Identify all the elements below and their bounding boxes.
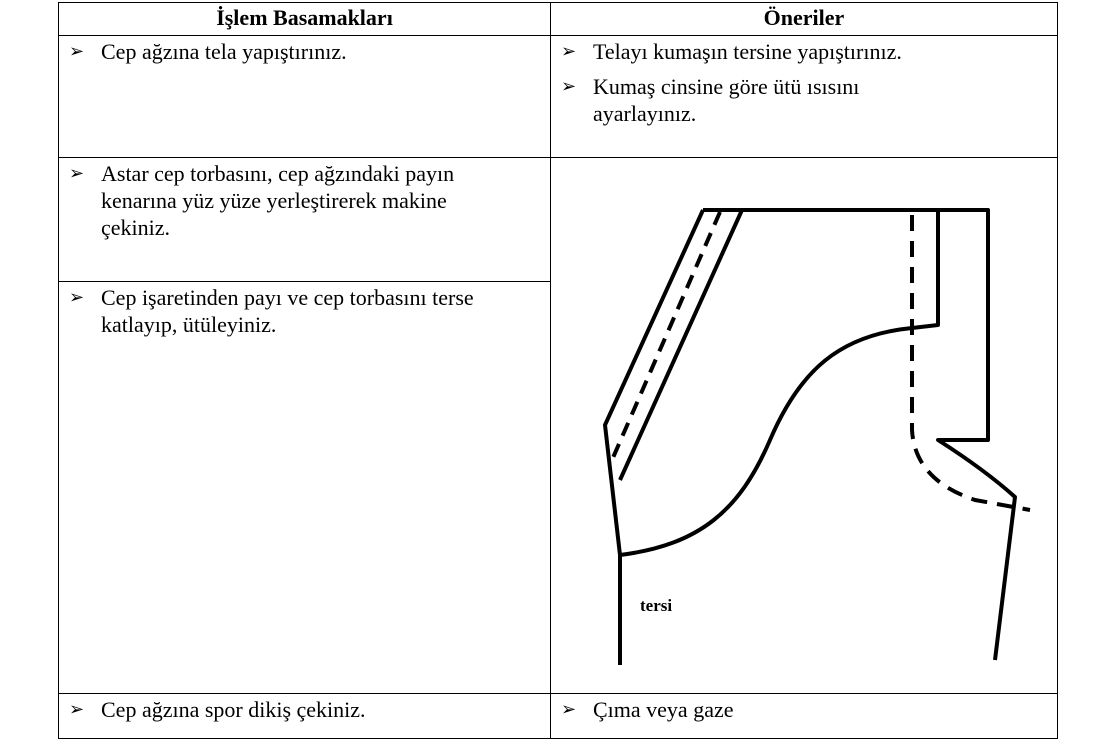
tip: Telayı kumaşın tersine yapıştırınız. <box>551 38 1047 65</box>
outline <box>703 208 1017 661</box>
step: Astar cep torbasını, cep ağzındaki payın… <box>59 160 510 241</box>
cell: Telayı kumaşın tersine yapıştırınız. Kum… <box>550 35 1058 158</box>
step: Cep ağzına tela yapıştırınız. <box>59 38 540 65</box>
facing-edge <box>618 209 744 481</box>
stitch-line <box>610 211 722 461</box>
cell: Çıma veya gaze <box>550 693 1058 739</box>
tip: Çıma veya gaze <box>551 696 1057 723</box>
stitch-line <box>910 215 1031 512</box>
step: Cep ağzına spor dikiş çekiniz. <box>59 696 550 723</box>
pocket-curve <box>619 210 940 557</box>
cell: Cep ağzına tela yapıştırınız. <box>58 35 551 158</box>
tip: Kumaş cinsine göre ütü ısısını ayarlayın… <box>551 73 893 127</box>
outline-left <box>603 209 705 665</box>
figure-label: tersi <box>640 596 672 615</box>
step: Cep işaretinden payı ve cep torbasını te… <box>59 284 540 338</box>
cell: Cep ağzına spor dikiş çekiniz. <box>58 693 551 739</box>
